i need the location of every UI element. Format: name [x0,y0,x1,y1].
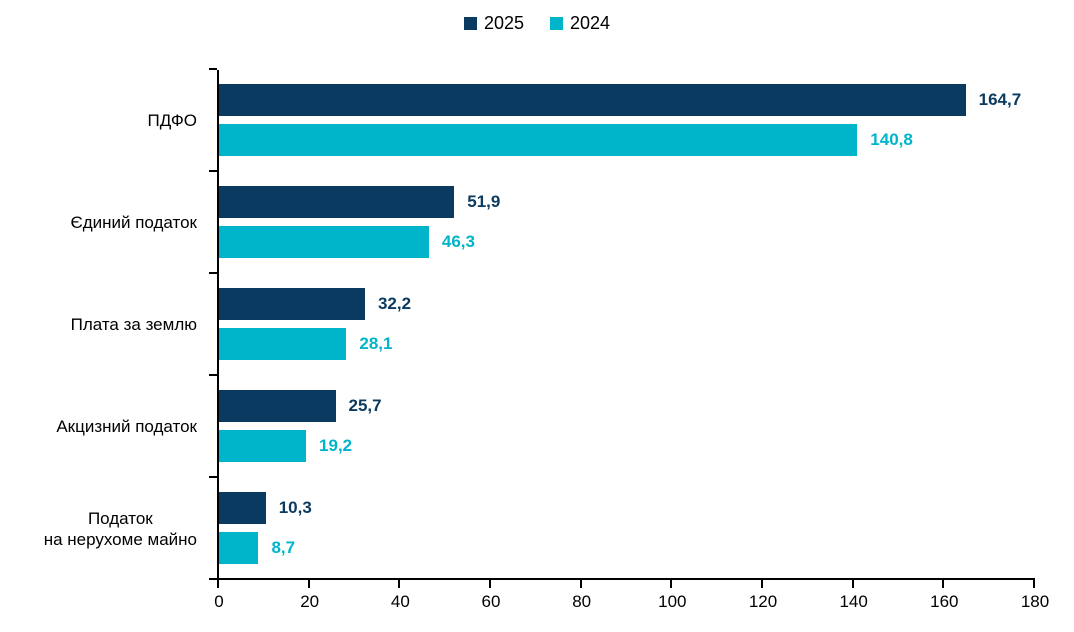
x-tick [217,580,219,588]
y-tick [209,476,217,478]
y-tick [209,578,217,580]
bar-2024 [219,430,307,462]
legend-item-2025: 2025 [463,13,524,34]
value-label-2025: 32,2 [377,294,412,313]
y-tick [209,170,217,172]
x-tick-label: 180 [1020,592,1050,611]
x-tick-label: 120 [748,592,778,611]
x-tick-label: 100 [658,592,687,611]
legend-swatch-2024 [550,17,563,30]
x-tick [1033,580,1035,588]
x-tick [307,580,310,588]
bar-2024 [219,532,259,564]
x-tick-label: 160 [930,592,959,611]
x-tick [942,580,945,588]
legend-label: 2024 [570,13,611,33]
bar-2025 [219,390,336,422]
x-tick [489,580,491,588]
x-tick [398,580,401,588]
x-tick-label: 140 [839,592,868,611]
category-label: ПДФО [0,70,197,172]
bar-2025 [219,186,455,218]
value-label-2025: 25,7 [348,396,382,415]
x-tick-label: 60 [481,592,501,611]
legend-label: 2025 [483,13,524,33]
category-label-text: Плата за землю [70,315,197,335]
category-label-text: Податок на нерухоме майно [43,508,197,549]
x-tick [579,580,582,588]
x-tick [670,580,673,588]
bar-2025 [219,492,266,524]
value-label-2024: 28,1 [359,334,393,353]
y-tick [209,374,217,376]
x-tick-label: 20 [300,592,320,611]
chart-legend: 2025 2024 [0,13,1074,34]
value-label-2025: 51,9 [467,192,501,211]
bar-2024 [219,124,858,156]
value-label-2024: 8,7 [271,538,296,557]
y-tick [209,272,217,274]
x-tick-label: 0 [214,592,224,611]
value-label-2024: 140,8 [870,130,913,149]
x-tick [761,580,763,588]
category-label-text: ПДФО [147,111,197,131]
x-tick [851,580,854,588]
value-label-2024: 19,2 [319,436,353,455]
legend-swatch-2025 [463,17,477,30]
category-label: Єдиний податок [0,172,197,274]
bar-2025 [219,288,365,320]
category-label: Плата за землю [0,274,197,376]
bar-2025 [219,84,966,116]
y-axis-line [217,70,219,580]
x-axis-line [217,578,1035,580]
value-label-2024: 46,3 [441,232,475,251]
value-label-2025: 164,7 [978,90,1022,109]
value-label-2025: 10,3 [278,498,312,517]
category-label: Акцизний податок [0,376,197,478]
y-tick [209,68,217,70]
legend-item-2024: 2024 [550,13,610,34]
x-tick-label: 40 [390,592,410,611]
bar-2024 [219,328,347,360]
x-tick-label: 80 [572,592,592,611]
bar-2024 [219,226,429,258]
category-label-text: Єдиний податок [70,213,197,233]
category-label-text: Акцизний податок [56,417,197,437]
category-label: Податок на нерухоме майно [0,478,197,580]
